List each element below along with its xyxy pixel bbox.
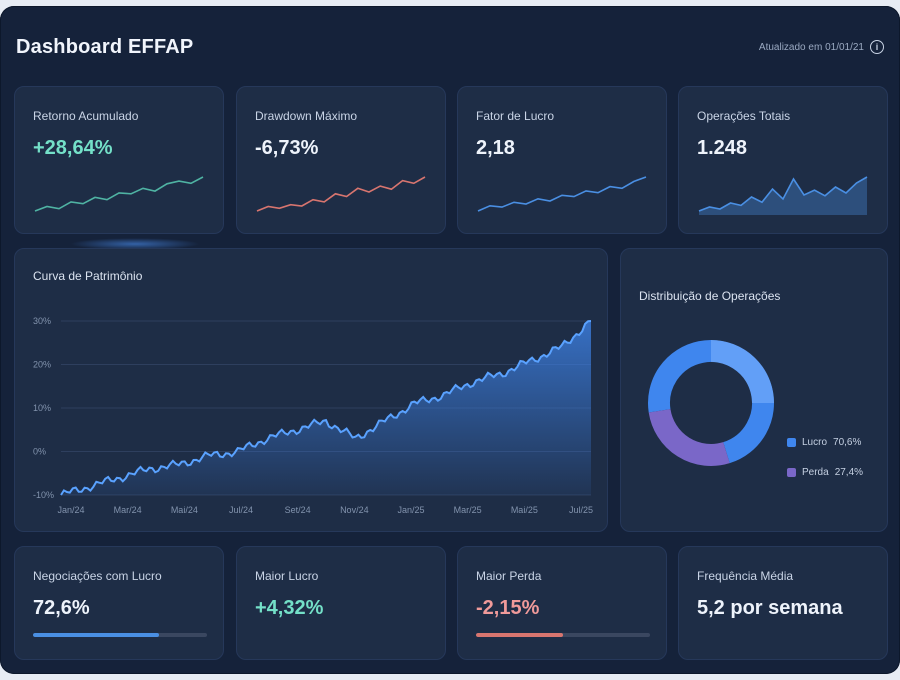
stat-value: -2,15% — [476, 597, 540, 619]
legend-label: Lucro — [802, 437, 828, 448]
y-tick-label: 30% — [33, 316, 51, 326]
x-tick-label: Jul/25 — [569, 505, 593, 515]
kpi-value: 2,18 — [476, 137, 515, 159]
stat-card-maior-perda: Maior Perda -2,15% — [457, 546, 667, 660]
legend-swatch — [787, 468, 796, 477]
stat-card-frequencia: Frequência Média 5,2 por semana — [678, 546, 888, 660]
decorative-glow — [70, 238, 200, 250]
kpi-label: Retorno Acumulado — [33, 109, 139, 123]
kpi-card-operacoes: Operações Totais 1.248 — [678, 86, 888, 234]
sparkline-line — [698, 176, 868, 212]
x-tick-label: Nov/24 — [340, 505, 369, 515]
equity-area — [61, 321, 591, 495]
x-tick-label: Jan/24 — [57, 505, 84, 515]
kpi-sparkline — [477, 176, 647, 212]
kpi-sparkline — [256, 176, 426, 212]
info-icon[interactable]: i — [870, 40, 884, 54]
kpi-value: +28,64% — [33, 137, 113, 159]
progress-bar-fill — [33, 633, 160, 637]
stat-label: Maior Perda — [476, 569, 542, 583]
stat-label: Maior Lucro — [255, 569, 319, 583]
x-tick-label: Set/24 — [285, 505, 311, 515]
x-tick-label: Jul/24 — [229, 505, 253, 515]
equity-curve-card: Curva de Patrimônio 30% 20% 10% 0% -10% Jan/2… — [14, 248, 608, 532]
chart-title: Distribuição de Operações — [639, 289, 781, 303]
donut-slice-perda — [648, 408, 730, 466]
stat-value: 72,6% — [33, 597, 90, 619]
kpi-sparkline — [34, 176, 204, 212]
chart-title: Curva de Patrimônio — [33, 269, 143, 283]
stat-value: 5,2 por semana — [697, 597, 843, 619]
dashboard-window: Dashboard EFFAP Atualizado em 01/01/21 i… — [0, 6, 900, 674]
page-title: Dashboard EFFAP — [16, 36, 194, 58]
sparkline-line — [34, 176, 204, 212]
legend-item-lucro: Lucro 70,6% — [787, 437, 861, 448]
equity-line — [60, 320, 592, 496]
kpi-value: -6,73% — [255, 137, 319, 159]
x-tick-label: Mar/25 — [454, 505, 482, 515]
donut-chart[interactable] — [641, 333, 781, 473]
kpi-label: Operações Totais — [697, 109, 791, 123]
last-updated: Atualizado em 01/01/21 i — [759, 40, 884, 54]
kpi-value: 1.248 — [697, 137, 748, 159]
sparkline-area — [699, 177, 867, 215]
progress-bar — [476, 633, 650, 637]
y-tick-label: 10% — [33, 403, 51, 413]
kpi-card-retorno: Retorno Acumulado +28,64% — [14, 86, 224, 234]
stat-card-negociacoes: Negociações com Lucro 72,6% — [14, 546, 224, 660]
kpi-label: Fator de Lucro — [476, 109, 555, 123]
x-tick-label: Mar/24 — [114, 505, 142, 515]
y-tick-label: 20% — [33, 360, 51, 370]
last-updated-text: Atualizado em 01/01/21 — [758, 41, 864, 53]
stat-card-maior-lucro: Maior Lucro +4,32% — [236, 546, 446, 660]
kpi-label: Drawdown Máximo — [255, 109, 358, 123]
stat-label: Negociações com Lucro — [33, 569, 162, 583]
progress-bar-fill — [476, 633, 563, 637]
y-tick-label: 0% — [33, 447, 46, 457]
legend-item-perda: Perda 27,4% — [787, 467, 863, 478]
progress-bar — [33, 633, 207, 637]
legend-value: 27,4% — [834, 467, 864, 478]
legend-value: 70,6% — [833, 437, 862, 448]
x-tick-label: Jan/25 — [397, 505, 424, 515]
sparkline-line — [256, 176, 426, 212]
kpi-sparkline — [698, 176, 868, 215]
equity-chart[interactable]: 30% 20% 10% 0% -10%Jan/24 Mar/24 Mai/24 Jul/24 S… — [15, 249, 609, 533]
x-tick-label: Mai/25 — [511, 505, 538, 515]
stat-value: +4,32% — [255, 597, 324, 619]
sparkline-line — [477, 176, 647, 212]
donut-highlight — [710, 340, 774, 404]
y-tick-label: -10% — [33, 490, 54, 500]
legend-swatch — [787, 438, 796, 447]
legend-label: Perda — [802, 467, 829, 478]
kpi-card-drawdown: Drawdown Máximo -6,73% — [236, 86, 446, 234]
x-tick-label: Mai/24 — [171, 505, 198, 515]
distribution-card: Distribuição de Operações Lucro 70,6% Pe… — [620, 248, 888, 532]
kpi-card-fator-lucro: Fator de Lucro 2,18 — [457, 86, 667, 234]
stat-label: Frequência Média — [697, 569, 794, 583]
